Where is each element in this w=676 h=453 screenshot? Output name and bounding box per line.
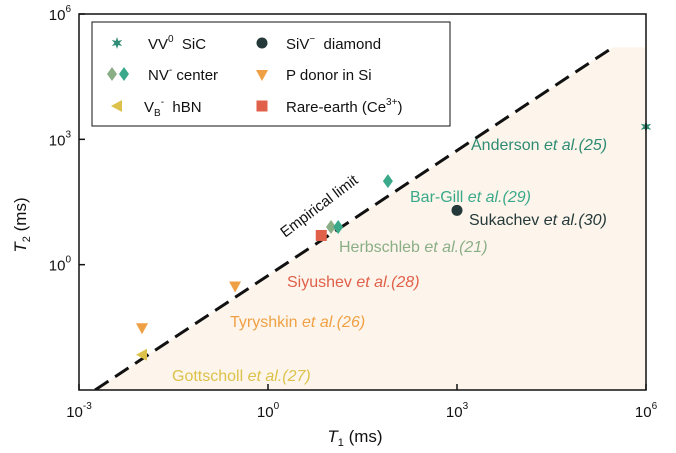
legend-label-vv-sic: VV0 SiC xyxy=(148,34,206,53)
legend-marker-circle xyxy=(256,37,268,49)
axis-ticks: 10-3 100 103 106 100 103 106 xyxy=(49,4,658,421)
y-tick-label: 106 xyxy=(49,4,72,24)
x-axis-label: T1 (ms) xyxy=(327,427,382,449)
legend: VV0 SiC NV- center VB- hBN SiV− diamond … xyxy=(91,21,451,127)
data-point-square xyxy=(315,229,327,241)
annotation-sukachev: Sukachev et al.(30) xyxy=(469,212,607,229)
annotation-herbschleb: Herbschleb et al.(21) xyxy=(339,239,488,256)
legend-marker-star xyxy=(111,37,123,49)
legend-box xyxy=(91,21,451,127)
legend-marker-triangle-left xyxy=(111,100,122,112)
annotation-bar-gill: Bar-Gill et al.(29) xyxy=(410,189,531,206)
legend-label-rare-earth: Rare-earth (Ce3+) xyxy=(286,97,402,116)
empirical-limit-line xyxy=(94,45,614,390)
annotation-anderson: Anderson et al.(25) xyxy=(471,137,607,154)
data-point-circle xyxy=(451,204,463,216)
legend-label-siv-diamond: SiV− diamond xyxy=(286,34,381,53)
plot-frame xyxy=(78,13,647,391)
x-tick-label: 10-3 xyxy=(66,401,92,421)
y-tick-label: 103 xyxy=(49,129,72,149)
y-tick-label: 100 xyxy=(49,255,72,275)
data-point-diamond xyxy=(333,219,344,234)
data-point-diamond xyxy=(382,174,393,189)
data-point-triangle-down xyxy=(229,281,242,293)
data-point-diamond xyxy=(326,219,336,234)
legend-marker-diamond xyxy=(119,67,129,81)
legend-markers xyxy=(107,37,268,112)
below-limit-region xyxy=(95,47,646,390)
annotation-siyushev: Siyushev et al.(28) xyxy=(287,274,420,291)
legend-marker-triangle-down xyxy=(256,70,268,81)
legend-label-p-donor: P donor in Si xyxy=(286,67,372,84)
y-axis-label-main: T xyxy=(11,241,30,253)
x-tick-label: 103 xyxy=(446,401,469,421)
data-point-triangle-left xyxy=(136,348,147,361)
y-axis-label: T2 (ms) xyxy=(11,197,33,252)
legend-label-vb-hbn: VB- hBN xyxy=(144,97,202,119)
x-tick-label: 100 xyxy=(257,401,280,421)
x-axis-label-sub: 1 xyxy=(338,437,344,449)
legend-label-nv-center: NV- center xyxy=(148,65,218,84)
reference-annotations: Anderson et al.(25) Bar-Gill et al.(29) … xyxy=(172,137,607,385)
x-axis-label-main: T xyxy=(327,427,339,446)
x-tick-label: 106 xyxy=(635,401,658,421)
annotation-tyryshkin: Tyryshkin et al.(26) xyxy=(230,314,365,331)
annotation-gottscholl: Gottscholl et al.(27) xyxy=(172,368,311,385)
x-axis-label-unit: (ms) xyxy=(344,427,383,446)
y-axis-label-sub: 2 xyxy=(21,236,33,242)
y-axis-label-unit: (ms) xyxy=(11,197,30,236)
legend-marker-square xyxy=(256,100,268,112)
data-point-triangle-down xyxy=(136,323,148,335)
legend-marker-diamond xyxy=(107,67,117,81)
